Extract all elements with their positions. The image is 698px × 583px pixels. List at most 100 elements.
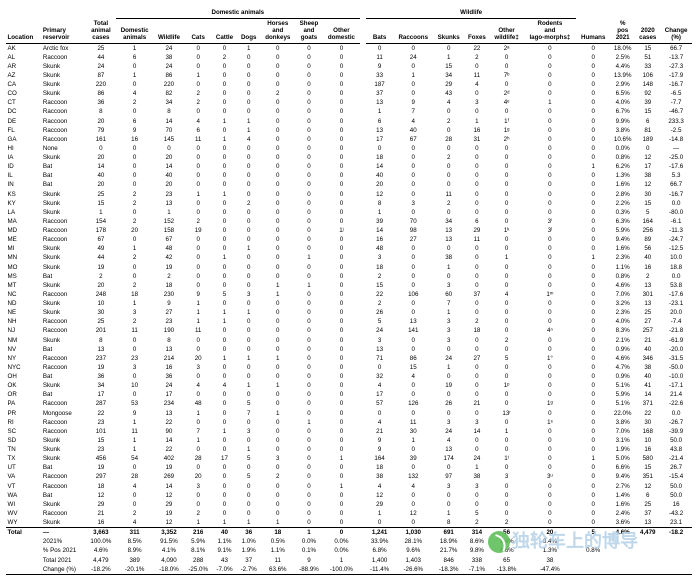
cell: 0 xyxy=(576,171,610,180)
col-9: Sheepandgoats xyxy=(295,19,323,43)
cell: 0 xyxy=(523,372,576,381)
cell: 24 xyxy=(154,43,185,53)
cell: 5.3 xyxy=(660,171,692,180)
cell: 9 xyxy=(116,126,154,135)
cell: Raccoon xyxy=(41,98,86,107)
cell: 38 xyxy=(154,53,185,62)
col-18: %pos2021 xyxy=(610,19,635,43)
cell: 0 xyxy=(184,336,212,345)
cell: 0 xyxy=(184,272,212,281)
cell: 338 xyxy=(464,556,490,565)
cell: 23 xyxy=(154,317,185,326)
cell: 0 xyxy=(323,399,360,408)
cell: 18.0% xyxy=(610,43,635,53)
cell: 216 xyxy=(184,528,212,538)
cell: Skunk xyxy=(41,244,86,253)
cell: 9.9% xyxy=(610,117,635,126)
cell: 29 xyxy=(86,500,116,509)
cell: 1 xyxy=(433,509,464,518)
cell: 0 xyxy=(261,363,296,372)
cell: Skunk xyxy=(41,208,86,217)
cell: 0 xyxy=(184,253,212,262)
cell: 1 xyxy=(464,117,490,126)
cell: DC xyxy=(6,107,41,116)
cell: 43 xyxy=(433,89,464,98)
cell: 4 xyxy=(116,482,154,491)
cell: 0 xyxy=(323,518,360,528)
cell: 0 xyxy=(576,463,610,472)
cell: 0 xyxy=(212,509,237,518)
cell: 20 xyxy=(116,226,154,235)
cell: 0 xyxy=(576,326,610,335)
cell: 2 xyxy=(464,53,490,62)
cell: 17 xyxy=(366,135,393,144)
cell: 0 xyxy=(237,345,261,354)
cell: 257 xyxy=(635,326,660,335)
col-13: Skunks xyxy=(433,19,464,43)
cell: 0 xyxy=(576,199,610,208)
cell: 0 xyxy=(323,491,360,500)
cell: 100.0% xyxy=(86,537,116,546)
cell: 1 xyxy=(295,528,323,538)
cell: 1,400 xyxy=(366,556,393,565)
cell: 0 xyxy=(261,445,296,454)
cell: 0 xyxy=(295,445,323,454)
cell: 0 xyxy=(576,272,610,281)
cell: 0 xyxy=(393,345,433,354)
cell: 0 xyxy=(323,144,360,153)
cell: 0 xyxy=(576,281,610,290)
cell: 0 xyxy=(261,208,296,217)
cell xyxy=(660,565,692,575)
cell: 0 xyxy=(212,281,237,290)
cell: 18 xyxy=(86,482,116,491)
cell: 0 xyxy=(464,199,490,208)
cell: 0 xyxy=(295,107,323,116)
cell: 12 xyxy=(635,153,660,162)
cell: 6 xyxy=(464,217,490,226)
cell: 22 xyxy=(86,409,116,418)
cell: UT xyxy=(6,463,41,472)
cell xyxy=(576,565,610,575)
cell: 1ᵏ xyxy=(490,226,524,235)
cell: 34 xyxy=(86,381,116,390)
cell: 13 xyxy=(154,345,185,354)
cell: 25 xyxy=(86,317,116,326)
cell: 0 xyxy=(464,436,490,445)
cell: MT xyxy=(6,281,41,290)
cell: Raccoon xyxy=(41,126,86,135)
cell: 0 xyxy=(523,336,576,345)
cell: 0 xyxy=(295,454,323,463)
cell: 0 xyxy=(212,263,237,272)
cell: 0 xyxy=(523,363,576,372)
cell: 1 xyxy=(433,363,464,372)
cell: 0 xyxy=(323,199,360,208)
cell: 0 xyxy=(295,472,323,481)
cell: WY xyxy=(6,518,41,528)
col-7: Dogs xyxy=(237,19,261,43)
cell: 21 xyxy=(635,336,660,345)
cell: 0 xyxy=(323,253,360,262)
cell: 21 xyxy=(464,399,490,408)
cell: 0 xyxy=(393,180,433,189)
cell: OR xyxy=(6,390,41,399)
cell: 18.9% xyxy=(433,537,464,546)
cell: 24 xyxy=(86,62,116,71)
cell: 11 xyxy=(116,326,154,335)
cell: 1 xyxy=(523,98,576,107)
cell: 0 xyxy=(433,126,464,135)
cell: 4.6% xyxy=(610,281,635,290)
cell: 5 xyxy=(366,317,393,326)
cell: 1 xyxy=(261,409,296,418)
cell: 0.1% xyxy=(295,546,323,555)
cell xyxy=(660,546,692,555)
cell: 0 xyxy=(184,500,212,509)
cell: -100.0% xyxy=(323,565,360,575)
cell: 0 xyxy=(295,509,323,518)
cell: 0 xyxy=(295,162,323,171)
cell: 0 xyxy=(212,62,237,71)
cell: 1 xyxy=(212,354,237,363)
cell: 48 xyxy=(154,244,185,253)
cell: 57 xyxy=(366,399,393,408)
cell: 0 xyxy=(261,463,296,472)
cell: 0 xyxy=(261,199,296,208)
